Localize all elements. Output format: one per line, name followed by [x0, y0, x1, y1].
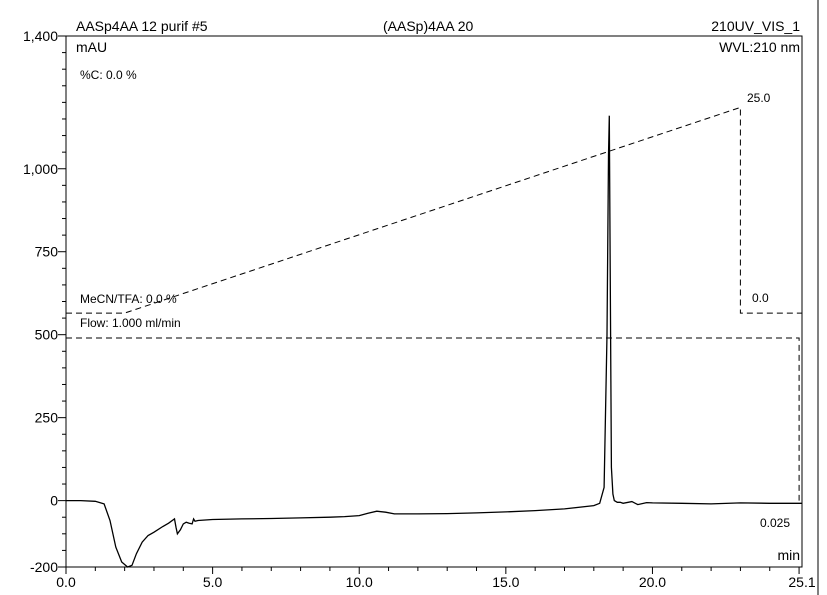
- gradient-end-label: 25.0: [747, 91, 771, 105]
- gradient-reset-label: 0.0: [752, 291, 769, 305]
- y-axis-unit: mAU: [76, 39, 107, 55]
- y-axis: -200 0 250 500 750 1,000 1,400: [23, 28, 66, 575]
- percent-c-label: %C: 0.0 %: [80, 68, 137, 82]
- y-tick-label: 1,400: [23, 28, 58, 44]
- sample-name: AASp4AA 12 purif #5: [76, 18, 208, 34]
- wavelength-label: WVL:210 nm: [719, 39, 800, 55]
- x-tick-label: 5.0: [203, 574, 223, 590]
- series-line-flow: [66, 337, 800, 501]
- series-layer: [66, 106, 802, 568]
- flow-label: Flow: 1.000 ml/min: [80, 316, 181, 330]
- y-tick-label: 750: [35, 244, 59, 260]
- y-tick-label: 250: [35, 410, 59, 426]
- program-name: (AASp)4AA 20: [383, 18, 473, 34]
- y-tick-label: 500: [35, 327, 59, 343]
- series-line-mecn-tfa: [66, 106, 802, 314]
- x-tick-label: 15.0: [492, 574, 519, 590]
- y-tick-label: 1,000: [23, 161, 58, 177]
- series-line-signal: [66, 115, 802, 568]
- x-tick-label: 25.1: [788, 574, 815, 590]
- x-tick-label: 10.0: [346, 574, 373, 590]
- channel-name: 210UV_VIS_1: [711, 18, 800, 34]
- y-tick-label: 0: [50, 493, 58, 509]
- flow-end-label: 0.025: [760, 516, 790, 530]
- x-tick-label: 20.0: [639, 574, 666, 590]
- x-axis-unit: min: [777, 547, 800, 563]
- mecn-tfa-label: MeCN/TFA: 0.0 %: [80, 292, 177, 306]
- x-tick-label: 0.0: [56, 574, 76, 590]
- x-axis: 0.0 5.0 10.0 15.0 20.0 25.1: [56, 567, 816, 590]
- y-tick-label: -200: [30, 559, 58, 575]
